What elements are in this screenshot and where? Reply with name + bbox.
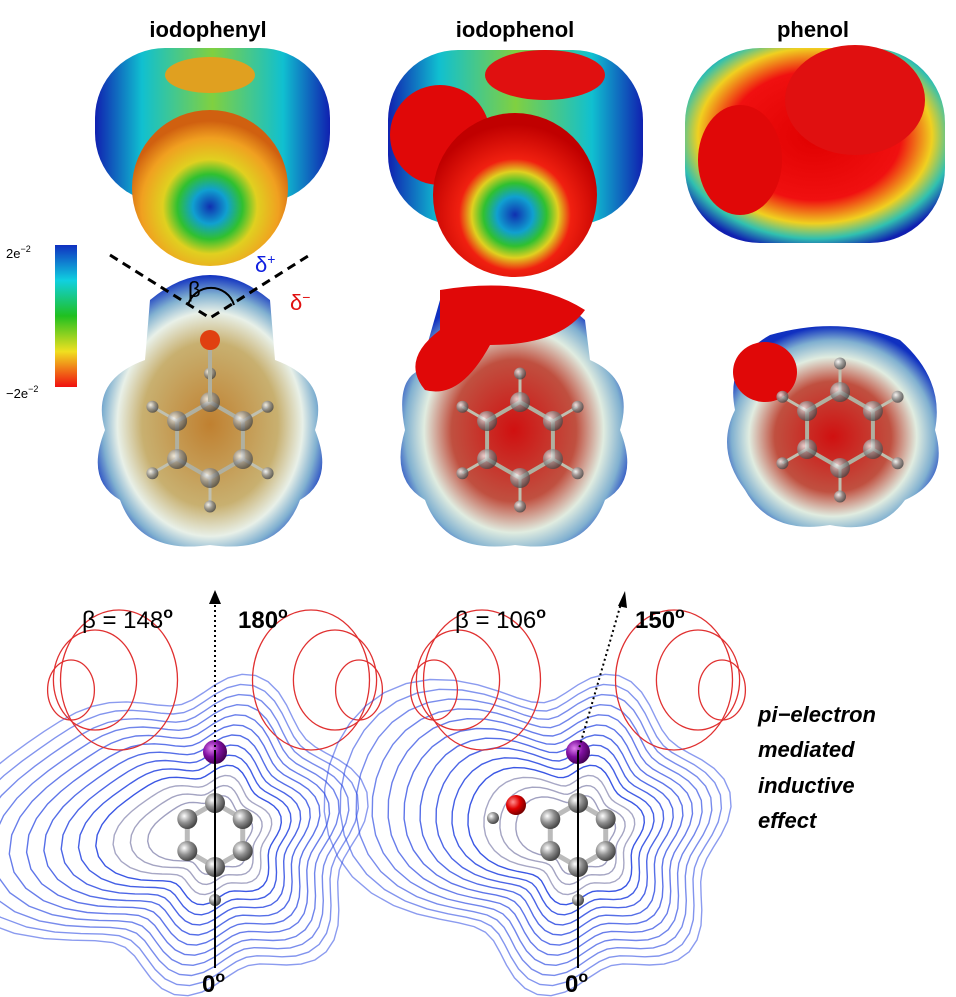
carbon xyxy=(540,841,560,861)
carbon xyxy=(233,809,253,829)
carbon xyxy=(540,809,560,829)
carbon xyxy=(830,382,850,402)
carbon xyxy=(477,411,497,431)
hydrogen xyxy=(146,467,158,479)
carbon xyxy=(863,439,883,459)
colorbar-max: 2e−2 xyxy=(6,244,31,261)
column-title: iodophenyl xyxy=(149,17,266,42)
contour-negative xyxy=(340,684,721,985)
carbon xyxy=(477,449,497,469)
hydrogen xyxy=(834,491,846,503)
column-title: phenol xyxy=(777,17,849,42)
hydrogen xyxy=(892,391,904,403)
arrow-head xyxy=(618,591,627,608)
contour-positive xyxy=(293,630,376,730)
carbon xyxy=(233,449,253,469)
bottom-angle: 0o xyxy=(202,969,225,997)
carbon xyxy=(543,411,563,431)
oxygen xyxy=(506,795,526,815)
carbon xyxy=(510,468,530,488)
top-angle: 180o xyxy=(238,605,288,634)
caption-line: inductive xyxy=(758,773,855,798)
hydrogen xyxy=(892,457,904,469)
hydrogen xyxy=(776,457,788,469)
contour-negative xyxy=(468,765,644,904)
colorbar-min: −2e−2 xyxy=(6,384,38,401)
delta-plus: δ+ xyxy=(255,251,275,277)
carbon xyxy=(200,468,220,488)
hydrogen xyxy=(262,467,274,479)
hydrogen xyxy=(572,467,584,479)
carbon xyxy=(233,411,253,431)
surface-iodophenol xyxy=(388,50,643,277)
contour-negative xyxy=(452,755,654,915)
contour-positive xyxy=(656,630,739,730)
contour-negative xyxy=(148,796,253,875)
carbon xyxy=(863,401,883,421)
hydrogen xyxy=(146,401,158,413)
carbon xyxy=(830,458,850,478)
map-phenol xyxy=(727,326,939,527)
hydrogen xyxy=(514,368,526,380)
caption-line: mediated xyxy=(758,737,855,762)
surface-iodophenyl xyxy=(95,48,330,266)
contour-negative xyxy=(0,695,349,976)
carbon xyxy=(177,809,197,829)
carbon xyxy=(167,411,187,431)
beta-symbol: β xyxy=(188,277,201,302)
caption-line: effect xyxy=(758,808,818,833)
hydrogen xyxy=(776,391,788,403)
map-iodophenol xyxy=(401,286,628,547)
caption-line: pi−electron xyxy=(757,702,876,727)
carbon xyxy=(177,841,197,861)
carbon xyxy=(233,841,253,861)
figure: iodophenyl iodophenol phenol 2e−2 −2e−2 … xyxy=(0,0,956,997)
hydrogen xyxy=(456,401,468,413)
hydrogen xyxy=(487,812,499,824)
carbon xyxy=(797,439,817,459)
iodine-atom xyxy=(200,330,220,350)
bottom-angle: 0o xyxy=(565,969,588,997)
contour-negative xyxy=(27,725,320,945)
hydrogen xyxy=(262,401,274,413)
contour-negative xyxy=(324,674,731,995)
arrow-head xyxy=(209,590,221,604)
top-angle: 150o xyxy=(635,605,685,634)
column-title: iodophenol xyxy=(456,17,575,42)
carbon xyxy=(167,449,187,469)
contour-positive xyxy=(53,630,136,730)
hydrogen xyxy=(514,501,526,513)
hydrogen xyxy=(572,401,584,413)
hydrogen xyxy=(204,501,216,513)
carbon xyxy=(543,449,563,469)
carbon xyxy=(797,401,817,421)
carbon xyxy=(510,392,530,412)
beta-label: β = 148o xyxy=(82,605,173,634)
hydrogen xyxy=(456,467,468,479)
contour-plots xyxy=(0,590,745,996)
surface-phenol xyxy=(685,45,945,243)
carbon xyxy=(596,841,616,861)
hydrogen xyxy=(834,358,846,370)
carbon xyxy=(596,809,616,829)
colorbar xyxy=(55,245,77,387)
beta-label: β = 106o xyxy=(455,605,546,634)
delta-minus: δ− xyxy=(290,289,310,315)
